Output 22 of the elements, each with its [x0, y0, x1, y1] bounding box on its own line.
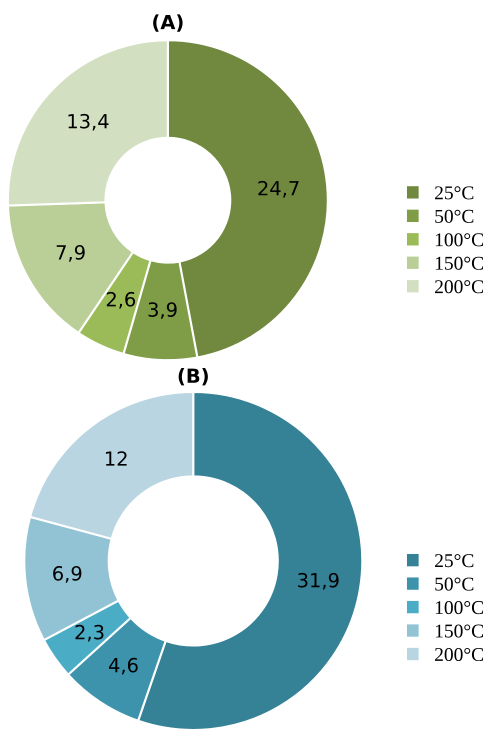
chart-title: (A) [153, 14, 183, 32]
legend-label: 100°C [436, 601, 484, 614]
data-label: 2,6 [106, 292, 136, 309]
legend-label: 150°C [436, 624, 484, 638]
legend-label: 100°C [436, 233, 484, 246]
legend-label: 200°C [435, 280, 484, 294]
legend-label: 200°C [435, 648, 484, 662]
data-label: 7,9 [56, 245, 85, 262]
chart-title: (B) [178, 368, 208, 386]
legend-label: 50°C [435, 578, 474, 591]
legend-label: 50°C [435, 210, 474, 223]
legend-label: 25°C [435, 554, 474, 568]
data-label: 2,3 [75, 624, 104, 642]
data-label: 12 [106, 451, 127, 466]
legend-label: 25°C [435, 186, 474, 200]
data-label: 13,4 [68, 114, 109, 131]
data-label: 4,6 [108, 658, 138, 674]
data-label: 31,9 [298, 572, 339, 590]
data-label: 3,9 [148, 302, 177, 319]
legend-label: 150°C [436, 256, 484, 270]
data-label: 24,7 [258, 180, 299, 198]
data-label: 6,9 [53, 566, 82, 583]
